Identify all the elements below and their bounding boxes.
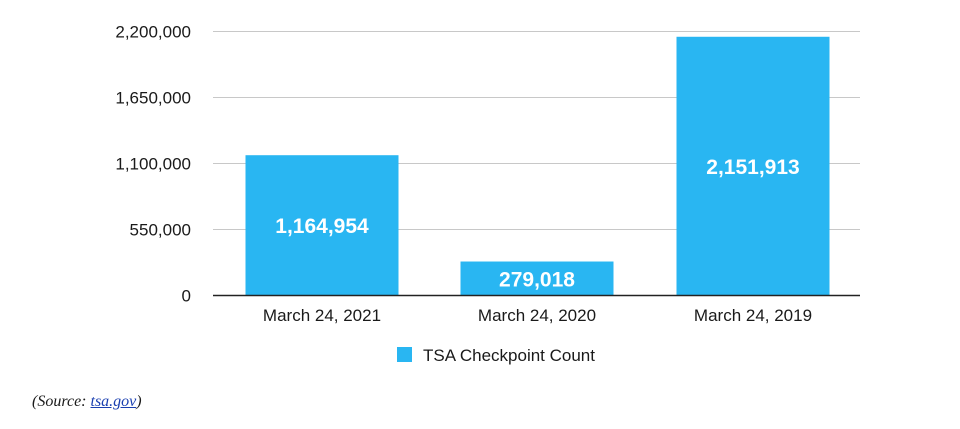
source-prefix: (Source:	[32, 393, 91, 410]
source-suffix: )	[136, 393, 142, 410]
bar-value-label: 279,018	[499, 268, 575, 291]
x-tick-label: March 24, 2021	[263, 306, 381, 325]
bar	[245, 155, 399, 295]
legend: TSA Checkpoint Count	[397, 346, 595, 365]
legend-swatch	[397, 347, 412, 362]
x-axis-ticks: March 24, 2021 March 24, 2020 March 24, 20…	[263, 306, 812, 325]
y-tick-label: 550,000	[130, 221, 191, 240]
y-tick-label: 1,650,000	[115, 89, 191, 108]
y-tick-label: 0	[182, 287, 191, 306]
x-tick-label: March 24, 2019	[694, 306, 812, 325]
y-tick-label: 1,100,000	[115, 155, 191, 174]
bar-value-label: 1,164,954	[275, 215, 369, 238]
bar-value-label: 2,151,913	[706, 156, 799, 179]
y-axis-ticks: 0 550,000 1,100,000 1,650,000 2,200,000	[115, 23, 191, 306]
bar	[460, 261, 614, 295]
source-note: (Source: tsa.gov)	[32, 393, 142, 411]
bars: 1,164,954 279,018 2,151,913	[245, 36, 830, 295]
y-tick-label: 2,200,000	[115, 23, 191, 42]
bar	[676, 36, 830, 295]
source-link[interactable]: tsa.gov	[90, 393, 137, 410]
legend-label: TSA Checkpoint Count	[423, 346, 595, 365]
x-tick-label: March 24, 2020	[478, 306, 596, 325]
